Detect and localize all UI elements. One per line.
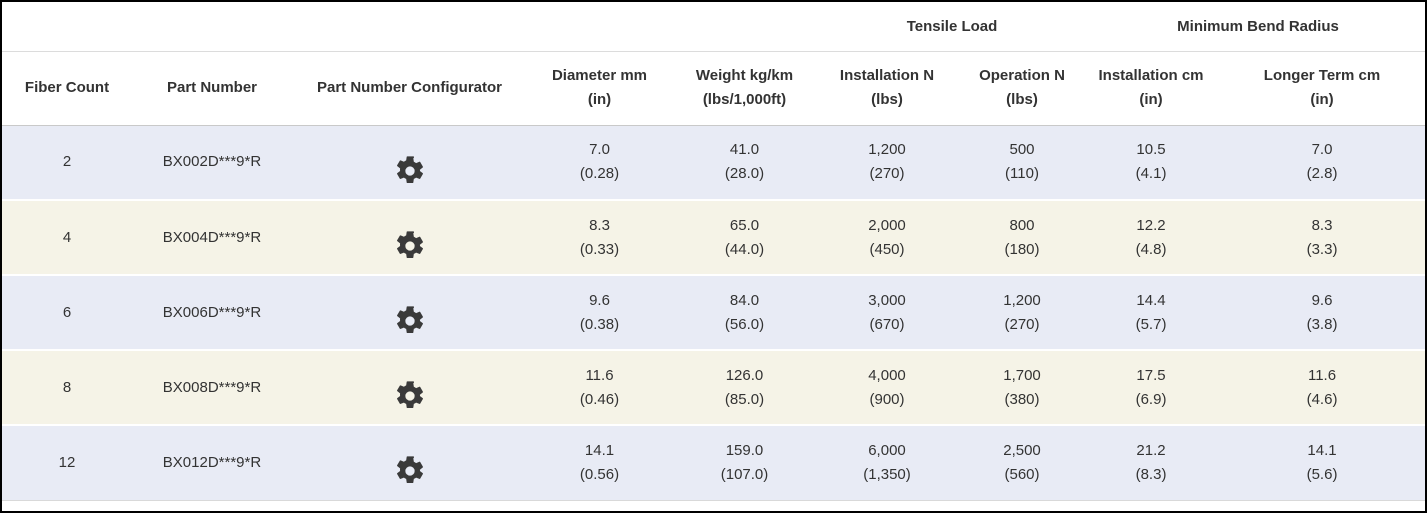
- fiber-cable-spec-table: Tensile Load Minimum Bend Radius Fiber C…: [2, 2, 1425, 501]
- table-row: 8 BX008D***9*R 11.6 (0.46) 126.0 (85.0) …: [2, 349, 1425, 425]
- cell-bend-longer-term: 14.1 (5.6): [1215, 424, 1425, 501]
- cell-weight: 65.0 (44.0): [672, 199, 817, 275]
- cell-diameter: 8.3 (0.33): [527, 199, 672, 275]
- cell-configurator: [292, 125, 527, 200]
- col-header-diameter: Diameter mm (in): [527, 51, 672, 126]
- cell-tensile-installation: 4,000 (900): [817, 349, 957, 425]
- cell-diameter: 14.1 (0.56): [527, 424, 672, 501]
- gear-icon: [394, 380, 426, 412]
- cell-part-number: BX004D***9*R: [132, 199, 292, 275]
- cell-bend-installation: 14.4 (5.7): [1087, 274, 1216, 350]
- cell-tensile-installation: 3,000 (670): [817, 274, 957, 350]
- table-row: 6 BX006D***9*R 9.6 (0.38) 84.0 (56.0) 3,…: [2, 274, 1425, 350]
- cell-bend-longer-term: 7.0 (2.8): [1215, 125, 1425, 200]
- cell-bend-longer-term: 8.3 (3.3): [1215, 199, 1425, 275]
- group-header-minimum-bend-radius: Minimum Bend Radius: [1087, 2, 1425, 52]
- cell-tensile-operation: 2,500 (560): [957, 424, 1088, 501]
- cell-fiber-count: 8: [2, 349, 132, 425]
- gear-icon: [394, 305, 426, 337]
- col-header-part-number: Part Number: [132, 51, 292, 126]
- cell-fiber-count: 12: [2, 424, 132, 501]
- cell-weight: 84.0 (56.0): [672, 274, 817, 350]
- cell-tensile-installation: 6,000 (1,350): [817, 424, 957, 501]
- table-row: 12 BX012D***9*R 14.1 (0.56) 159.0 (107.0…: [2, 424, 1425, 501]
- gear-icon: [394, 155, 426, 187]
- cell-tensile-installation: 1,200 (270): [817, 125, 957, 200]
- cell-diameter: 9.6 (0.38): [527, 274, 672, 350]
- table-row: 2 BX002D***9*R 7.0 (0.28) 41.0 (28.0) 1,…: [2, 125, 1425, 200]
- col-header-configurator: Part Number Configurator: [292, 51, 527, 126]
- cell-bend-longer-term: 11.6 (4.6): [1215, 349, 1425, 425]
- cell-diameter: 11.6 (0.46): [527, 349, 672, 425]
- cell-bend-installation: 17.5 (6.9): [1087, 349, 1216, 425]
- cell-bend-installation: 21.2 (8.3): [1087, 424, 1216, 501]
- group-header-row: Tensile Load Minimum Bend Radius: [2, 2, 1425, 52]
- cell-weight: 41.0 (28.0): [672, 125, 817, 200]
- group-header-spacer: [2, 2, 817, 52]
- part-number-configurator-button[interactable]: [393, 154, 427, 188]
- cell-weight: 126.0 (85.0): [672, 349, 817, 425]
- cell-fiber-count: 4: [2, 199, 132, 275]
- column-header-row: Fiber Count Part Number Part Number Conf…: [2, 51, 1425, 126]
- cell-fiber-count: 2: [2, 125, 132, 200]
- cell-tensile-operation: 800 (180): [957, 199, 1088, 275]
- gear-icon: [394, 230, 426, 262]
- col-header-tensile-operation: Operation N (lbs): [957, 51, 1088, 126]
- cell-tensile-operation: 1,200 (270): [957, 274, 1088, 350]
- cell-weight: 159.0 (107.0): [672, 424, 817, 501]
- cell-configurator: [292, 199, 527, 275]
- col-header-fiber-count: Fiber Count: [2, 51, 132, 126]
- col-header-weight: Weight kg/km (lbs/1,000ft): [672, 51, 817, 126]
- cell-bend-installation: 10.5 (4.1): [1087, 125, 1216, 200]
- table-row: 4 BX004D***9*R 8.3 (0.33) 65.0 (44.0) 2,…: [2, 199, 1425, 275]
- part-number-configurator-button[interactable]: [393, 379, 427, 413]
- cell-part-number: BX012D***9*R: [132, 424, 292, 501]
- part-number-configurator-button[interactable]: [393, 454, 427, 488]
- col-header-bend-longer-term: Longer Term cm (in): [1215, 51, 1425, 126]
- cell-part-number: BX002D***9*R: [132, 125, 292, 200]
- group-header-tensile-load: Tensile Load: [817, 2, 1088, 52]
- part-number-configurator-button[interactable]: [393, 304, 427, 338]
- cell-tensile-operation: 1,700 (380): [957, 349, 1088, 425]
- col-header-tensile-installation: Installation N (lbs): [817, 51, 957, 126]
- cell-configurator: [292, 349, 527, 425]
- cell-tensile-installation: 2,000 (450): [817, 199, 957, 275]
- cell-bend-longer-term: 9.6 (3.8): [1215, 274, 1425, 350]
- part-number-configurator-button[interactable]: [393, 229, 427, 263]
- cell-fiber-count: 6: [2, 274, 132, 350]
- spec-table-body: 2 BX002D***9*R 7.0 (0.28) 41.0 (28.0) 1,…: [2, 125, 1425, 501]
- cell-part-number: BX006D***9*R: [132, 274, 292, 350]
- bottom-padding: [2, 500, 1425, 509]
- cell-part-number: BX008D***9*R: [132, 349, 292, 425]
- col-header-bend-installation: Installation cm (in): [1087, 51, 1216, 126]
- cell-configurator: [292, 274, 527, 350]
- cell-bend-installation: 12.2 (4.8): [1087, 199, 1216, 275]
- gear-icon: [394, 455, 426, 487]
- cell-configurator: [292, 424, 527, 501]
- cell-tensile-operation: 500 (110): [957, 125, 1088, 200]
- cell-diameter: 7.0 (0.28): [527, 125, 672, 200]
